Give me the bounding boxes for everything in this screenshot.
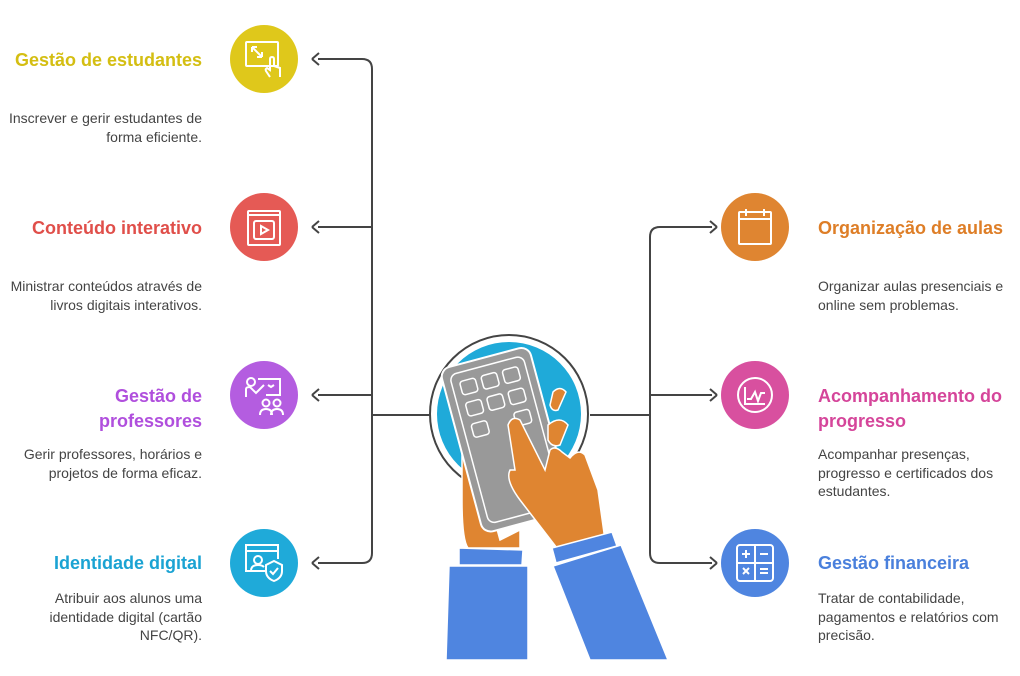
student-management-circle — [230, 25, 298, 93]
teacher-management-circle — [230, 361, 298, 429]
student-management-description: Inscrever e gerir estudantes de forma ef… — [9, 110, 202, 145]
class-organization-title: Organização de aulas — [818, 218, 1004, 238]
progress-tracking-circle — [721, 361, 789, 429]
left-arrowheads — [311, 52, 320, 570]
financial-management-circle — [721, 529, 789, 597]
teacher-presentation-icon — [245, 377, 284, 416]
class-organization-circle — [721, 193, 789, 261]
hands-calculator-illustration — [429, 334, 670, 661]
teacher-management-description: Gerir professores, horários e projetos d… — [23, 446, 202, 481]
progress-tracking-title: Acompanhamento do progresso — [818, 386, 1003, 431]
interactive-content-circle — [230, 193, 298, 261]
digital-identity-circle — [230, 529, 298, 597]
left-branch-lines — [318, 226, 430, 416]
user-shield-icon — [245, 544, 283, 583]
right-branch-lines — [590, 394, 712, 416]
book-video-icon — [247, 210, 281, 246]
digital-identity-title: Identidade digital — [53, 553, 202, 573]
calendar-icon — [738, 209, 772, 245]
financial-management-title: Gestão financeira — [818, 553, 970, 573]
digital-identity-description: Atribuir aos alunos uma identidade digit… — [49, 590, 202, 643]
chart-line-icon — [737, 377, 773, 413]
resize-touch-icon — [245, 41, 281, 78]
teacher-management-title: Gestão de professores — [98, 386, 202, 431]
calculator-icon — [736, 544, 774, 582]
right-arrowheads — [709, 220, 718, 570]
student-management-title: Gestão de estudantes — [14, 50, 202, 70]
interactive-content-title: Conteúdo interativo — [32, 218, 202, 238]
left-trunk-line — [318, 58, 373, 564]
interactive-content-description: Ministrar conteúdos através de livros di… — [10, 278, 202, 313]
progress-tracking-description: Acompanhar presenças, progresso e certif… — [818, 446, 994, 499]
financial-management-description: Tratar de contabilidade, pagamentos e re… — [818, 590, 999, 643]
class-organization-description: Organizar aulas presenciais e online sem… — [818, 278, 1004, 313]
